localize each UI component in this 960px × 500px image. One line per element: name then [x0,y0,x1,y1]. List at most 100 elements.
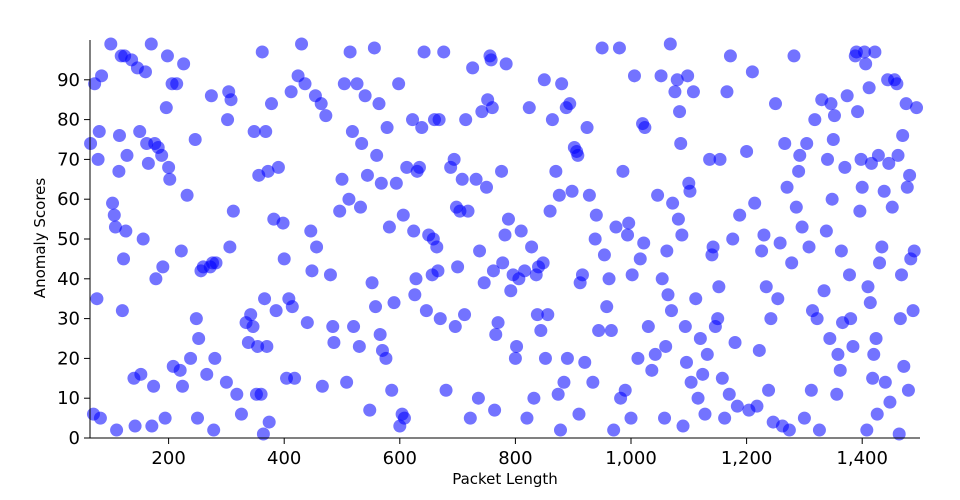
data-point [612,41,626,55]
x-tick-label: 1,200 [721,448,773,469]
data-point [812,423,826,437]
data-point [854,152,868,166]
data-point [304,224,318,238]
data-point [730,399,744,413]
data-point [158,411,172,425]
data-point [369,300,383,314]
data-point [906,304,920,318]
data-point [762,383,776,397]
data-point [833,363,847,377]
data-point [757,228,771,242]
data-point [525,240,539,254]
y-tick-label: 0 [69,428,80,449]
data-point [284,85,298,99]
data-point [340,375,354,389]
data-point [740,144,754,158]
data-point [552,188,566,202]
y-tick-label: 70 [57,149,80,170]
data-point [373,328,387,342]
data-point [372,97,386,111]
plot-area [84,37,924,441]
data-point [681,69,695,83]
data-point [448,320,462,334]
data-point [877,184,891,198]
data-point [498,228,512,242]
data-point [412,160,426,174]
data-point [191,411,205,425]
data-point [360,168,374,182]
data-point [907,244,921,258]
y-tick-label: 80 [57,110,80,131]
data-point [901,383,915,397]
data-point [537,73,551,87]
data-point [676,419,690,433]
data-point [778,136,792,150]
data-point [600,300,614,314]
data-point [671,212,685,226]
data-point [184,351,198,365]
data-point [698,407,712,421]
data-point [261,164,275,178]
data-point [141,156,155,170]
data-point [586,375,600,389]
data-point [691,391,705,405]
data-point [551,387,565,401]
data-point [246,320,260,334]
data-point [400,160,414,174]
data-point [638,121,652,135]
data-point [501,212,515,226]
data-point [651,188,665,202]
y-tick: 10 [57,388,90,409]
data-point [415,121,429,135]
data-point [658,411,672,425]
data-point [575,268,589,282]
data-point [439,383,453,397]
data-point [496,256,510,270]
data-point [878,375,892,389]
x-tick-label: 800 [498,448,532,469]
data-point [637,236,651,250]
x-tick-label: 600 [383,448,417,469]
data-point [627,69,641,83]
data-point [670,73,684,87]
data-point [354,200,368,214]
data-point [174,244,188,258]
data-point [759,280,773,294]
data-point [370,148,384,162]
data-point [327,335,341,349]
data-point [861,280,875,294]
y-axis-title: Anomaly Scores [31,178,49,299]
data-point [659,339,673,353]
x-tick-label: 1,000 [605,448,657,469]
y-ticks: 0 10 20 30 40 50 60 70 80 90 [57,70,90,449]
data-point [226,204,240,218]
data-point [597,248,611,262]
data-point [792,164,806,178]
data-point [645,363,659,377]
data-point [530,308,544,322]
data-point [319,109,333,123]
y-tick: 40 [57,269,90,290]
data-point [473,244,487,258]
data-point [430,240,444,254]
data-point [616,164,630,178]
data-point [387,296,401,310]
data-point [844,312,858,326]
data-point [527,391,541,405]
data-point [93,411,107,425]
data-point [592,324,606,338]
data-point [720,85,734,99]
data-point [819,224,833,238]
data-point [251,339,265,353]
x-tick: 400 [267,438,301,469]
data-point [276,216,290,230]
y-tick: 30 [57,309,90,330]
y-tick-label: 10 [57,388,80,409]
y-tick: 20 [57,348,90,369]
data-point [345,125,359,139]
data-point [262,415,276,429]
data-point [871,148,885,162]
data-point [795,220,809,234]
data-point [840,89,854,103]
